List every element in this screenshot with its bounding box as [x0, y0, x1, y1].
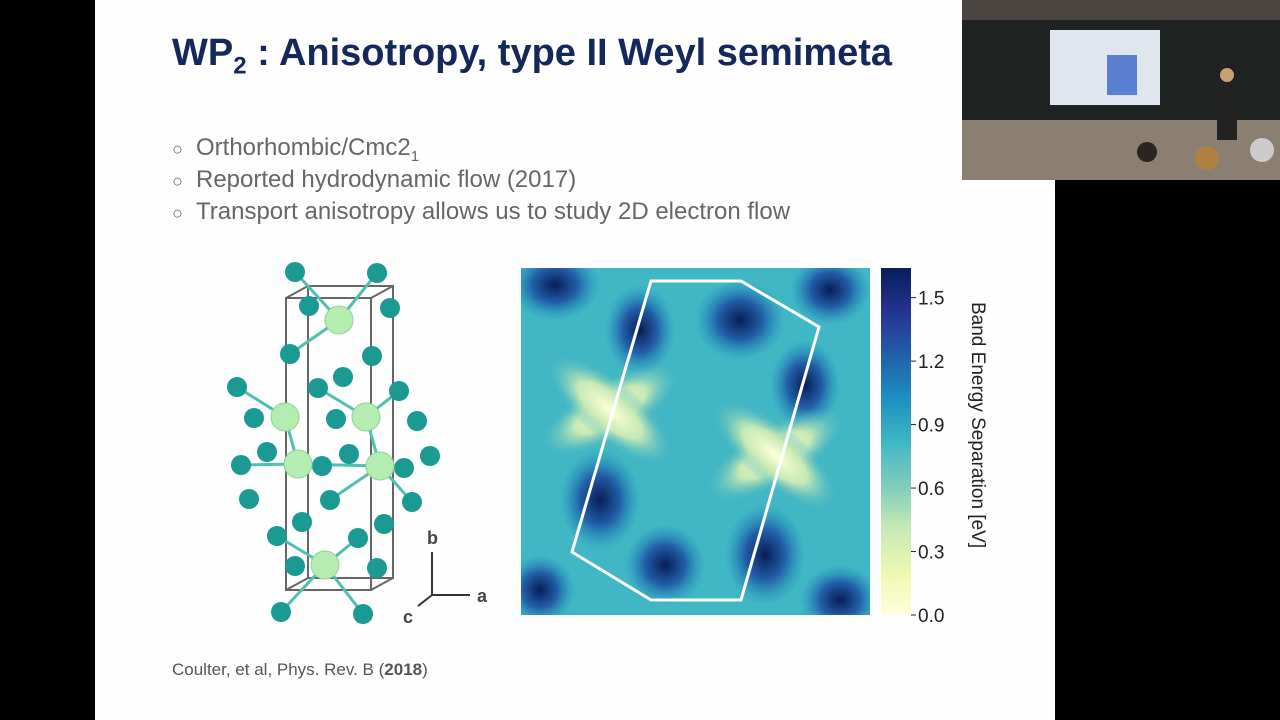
slide-title: WP2 : Anisotropy, type II Weyl semimeta	[172, 32, 892, 81]
title-subscript: 2	[233, 52, 247, 80]
title-text: : Anisotropy, type II Weyl semimeta	[257, 32, 893, 74]
bullet-text: Orthorhombic/Cmc2	[196, 134, 411, 161]
citation: Coulter, et al, Phys. Rev. B (2018)	[172, 660, 428, 680]
bullet-subscript: 1	[410, 147, 420, 165]
citation-text: )	[422, 660, 428, 679]
citation-year: 2018	[384, 660, 423, 679]
bullet: ○ Reported hydrodynamic flow (2017)	[172, 166, 577, 193]
webcam-inset	[962, 0, 1280, 180]
bullet: ○ Orthorhombic/Cmc21	[172, 134, 420, 165]
title-text: WP	[172, 32, 234, 74]
bullet-text: Transport anisotropy allows us to study …	[196, 198, 791, 225]
slide	[95, 0, 1055, 720]
citation-text: Coulter, et al, Phys. Rev. B (	[172, 660, 385, 679]
webcam-scene	[962, 0, 1280, 180]
bullet: ○ Transport anisotropy allows us to study…	[172, 198, 791, 225]
bullet-text: Reported hydrodynamic flow (2017)	[196, 166, 577, 193]
